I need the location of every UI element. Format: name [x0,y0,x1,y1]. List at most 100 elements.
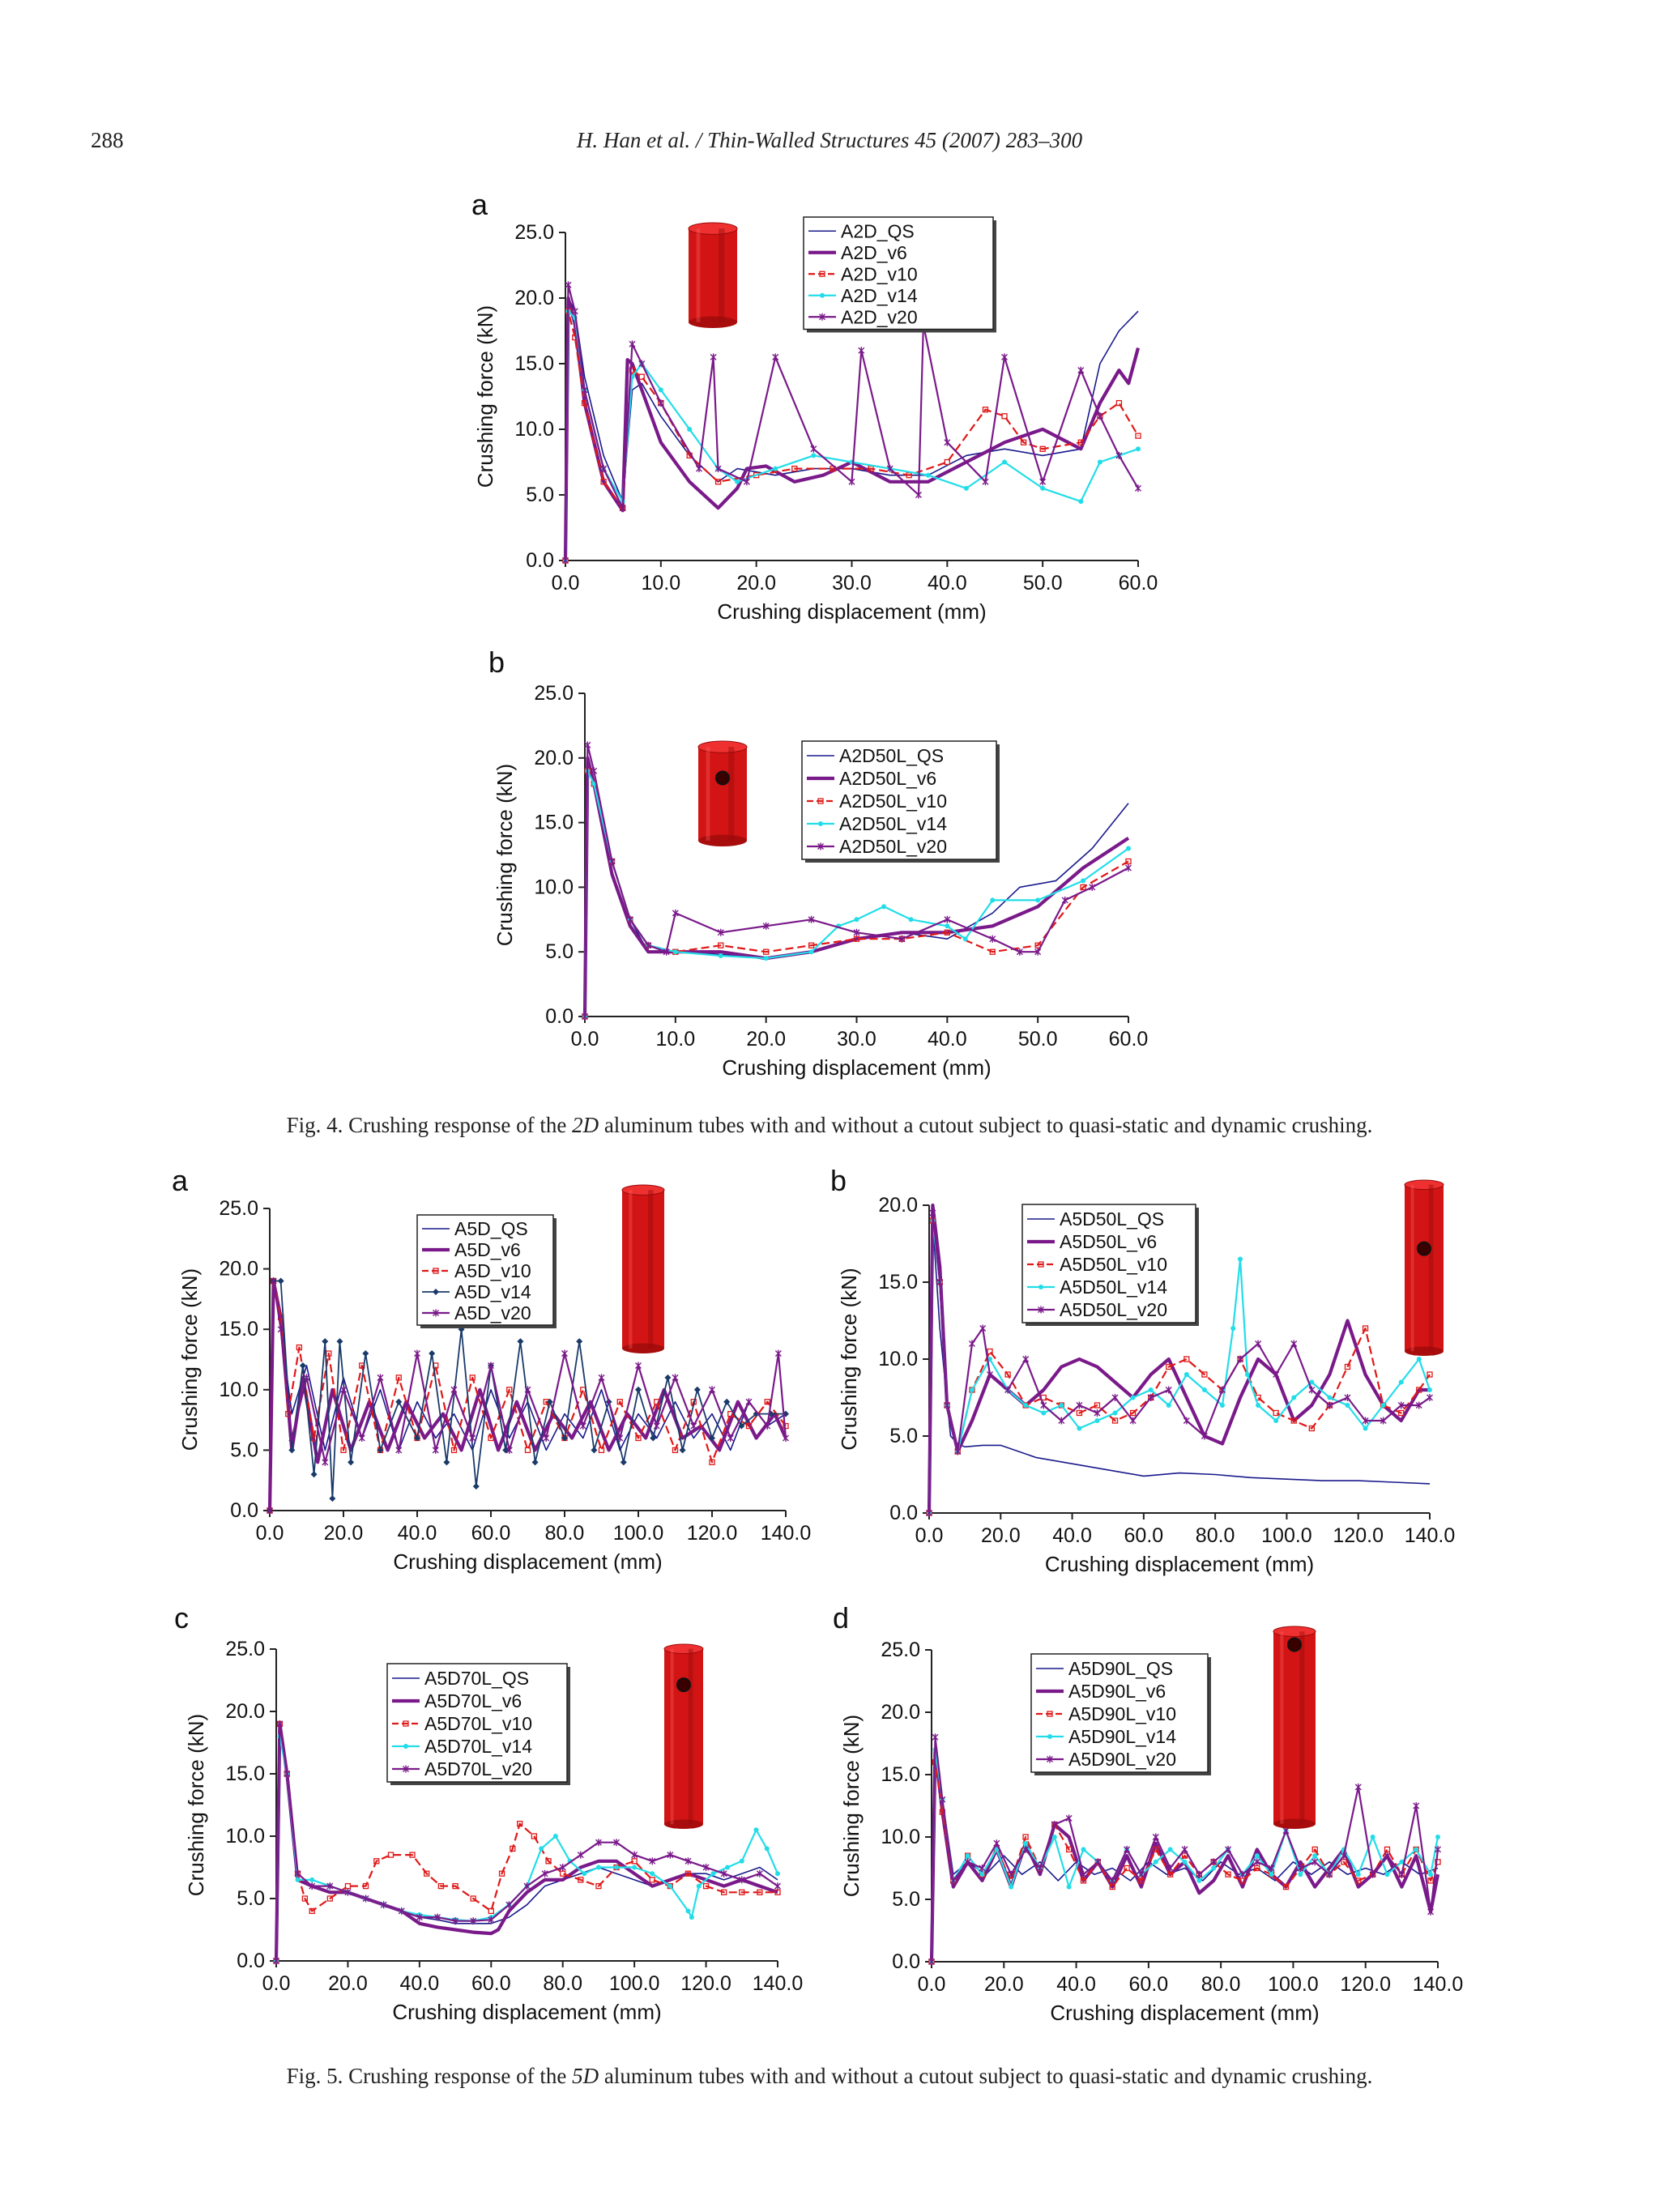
y-tick-label: 15.0 [534,812,574,834]
fig4a-tube-illustration [688,222,738,328]
marker-star [581,386,588,394]
legend-entry: A2D50L_QS [839,745,944,766]
marker-square [1225,1871,1231,1877]
marker-square [433,1268,439,1274]
marker-diamond [614,1865,620,1870]
x-tick-label: 140.0 [753,1972,804,1995]
legend-entry: A5D90L_v10 [1068,1703,1176,1724]
marker-star [541,1869,548,1877]
marker-square [721,1889,727,1895]
tube-highlight [670,1648,674,1825]
series-A2D_v6 [563,296,1141,561]
y-tick-label: 25.0 [534,682,574,705]
marker-star [764,1422,771,1430]
marker-square [1427,1877,1434,1884]
marker-diamond [979,1872,985,1877]
marker-star [645,941,652,949]
marker-star [1380,1417,1387,1425]
marker-diamond [539,1846,544,1852]
x-tick-label: 50.0 [1018,1028,1058,1051]
x-tick-label: 40.0 [928,572,967,595]
marker-star [288,1434,296,1442]
marker-star [303,1374,310,1382]
marker-star [273,1957,279,1965]
x-tick-label: 40.0 [928,1028,967,1051]
y-axis-label: Crushing force (kN) [184,1714,208,1896]
marker-star [858,347,865,355]
series-A2D_v20 [562,281,1141,565]
marker-star [1152,1833,1159,1841]
y-tick-label: 0.0 [892,1950,920,1973]
marker-diamond [709,1434,715,1442]
marker-star [949,1877,957,1885]
marker-star [433,1913,441,1921]
marker-diamond [965,1853,970,1859]
legend: A5D50L_QSA5D50L_v6A5D50L_v10A5D50L_v14A5… [1021,1204,1199,1326]
y-axis-label: Crushing force (kN) [177,1268,202,1451]
marker-star [1016,948,1023,956]
series-line [275,1723,778,1962]
marker-square [714,479,722,485]
x-axis-label: Crushing displacement (mm) [717,599,986,624]
marker-diamond [718,953,723,958]
marker-diamond [1435,1835,1440,1839]
marker-star [284,1770,291,1778]
marker-square [989,948,996,955]
panel-label: b [830,1164,847,1197]
marker-diamond [1167,1847,1173,1852]
marker-star [608,857,616,865]
tube-top [663,1643,704,1655]
marker-diamond [994,1847,1000,1852]
fig5-caption-suffix: aluminum tubes with and without a cutout… [599,2064,1373,2088]
marker-star [819,313,825,321]
fig4b-chart: b 0.0 5.0 10.0 15.0 20.0 25.0 0.0 10.0 20.0 30.0 40… [488,646,1148,1080]
marker-star [987,1370,994,1379]
y-axis-label: Crushing force (kN) [473,305,497,488]
x-tick-label: 60.0 [471,1972,511,1995]
legend-box [416,1214,554,1326]
marker-square [1125,858,1132,865]
marker-star [936,1278,944,1286]
marker-star [932,1733,939,1741]
marker-diamond [1196,1877,1202,1883]
marker-star [672,1374,679,1382]
marker-star [598,1374,605,1382]
marker-star [886,465,893,473]
x-tick-label: 40.0 [1056,1973,1096,1996]
x-axis-label: Crushing displacement (mm) [393,1549,662,1574]
marker-star [989,935,996,943]
marker-diamond [395,1398,403,1405]
y-tick-label: 15.0 [514,352,554,375]
series-line [564,310,1139,561]
series-A5D_v20 [267,1277,789,1515]
marker-star [1255,1340,1262,1348]
marker-square [1129,1409,1137,1417]
marker-star [505,1446,513,1454]
marker-square [808,942,815,948]
marker-diamond [739,1858,744,1864]
marker-diamond [552,1834,558,1839]
marker-star [1427,1394,1433,1401]
marker-diamond [820,292,825,298]
y-tick-label: 20.0 [881,1701,920,1724]
tube-bottom [1405,1346,1444,1356]
y-tick-label: 5.0 [230,1438,258,1461]
series-line [930,1749,1439,1963]
marker-star [944,1401,951,1409]
marker-diamond [1363,1426,1368,1431]
marker-star [979,1865,986,1872]
tube-bottom [698,834,747,847]
marker-square [654,1399,660,1405]
marker-square [340,1447,347,1454]
fig5a-chart: a 0.0 5.0 10.0 15.0 20.0 25.0 0.0 20.0 40.0 60.0 80… [172,1164,811,1574]
marker-star [756,1869,763,1877]
x-tick-label: 10.0 [641,572,680,595]
x-tick-label: 60.0 [1119,572,1158,595]
marker-diamond [295,1877,301,1882]
marker-diamond [277,1277,284,1285]
series-A5D_v6 [267,1279,787,1511]
legend-entry: A2D50L_v10 [839,791,947,812]
marker-star [613,1839,621,1847]
tube-cutout-hole [1417,1241,1431,1256]
marker-star [709,1386,715,1394]
